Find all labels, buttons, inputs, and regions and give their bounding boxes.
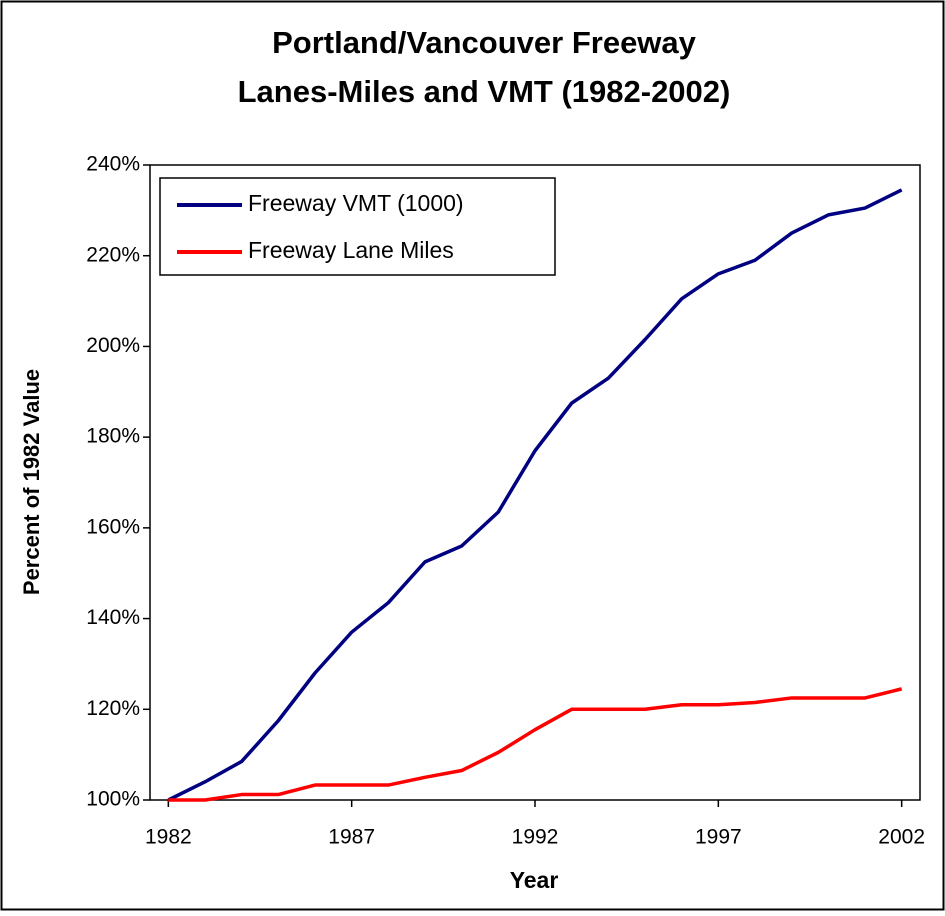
x-tick-label: 1992 bbox=[512, 826, 559, 849]
legend-label: Freeway VMT (1000) bbox=[248, 190, 464, 216]
y-tick-label: 200% bbox=[86, 334, 140, 357]
chart-title: Portland/Vancouver Freeway bbox=[272, 25, 697, 60]
y-tick-label: 160% bbox=[86, 515, 140, 538]
y-tick-label: 140% bbox=[86, 606, 140, 629]
y-tick-label: 180% bbox=[86, 425, 140, 448]
legend-box bbox=[159, 177, 556, 276]
chart-subtitle: Lanes-Miles and VMT (1982-2002) bbox=[238, 74, 731, 109]
y-tick-label: 120% bbox=[86, 697, 140, 720]
x-tick-label: 1982 bbox=[145, 826, 192, 849]
x-tick-label: 2002 bbox=[878, 826, 925, 849]
y-tick-label: 100% bbox=[86, 788, 140, 811]
y-tick-label: 240% bbox=[86, 153, 140, 176]
y-axis-label: Percent of 1982 Value bbox=[19, 369, 44, 595]
y-tick-label: 220% bbox=[86, 243, 140, 266]
x-tick-label: 1987 bbox=[328, 826, 375, 849]
x-axis-label: Year bbox=[510, 867, 559, 893]
series-line bbox=[167, 188, 903, 802]
legend-label: Freeway Lane Miles bbox=[248, 237, 454, 263]
series-line bbox=[168, 687, 903, 802]
x-tick-label: 1997 bbox=[695, 826, 742, 849]
